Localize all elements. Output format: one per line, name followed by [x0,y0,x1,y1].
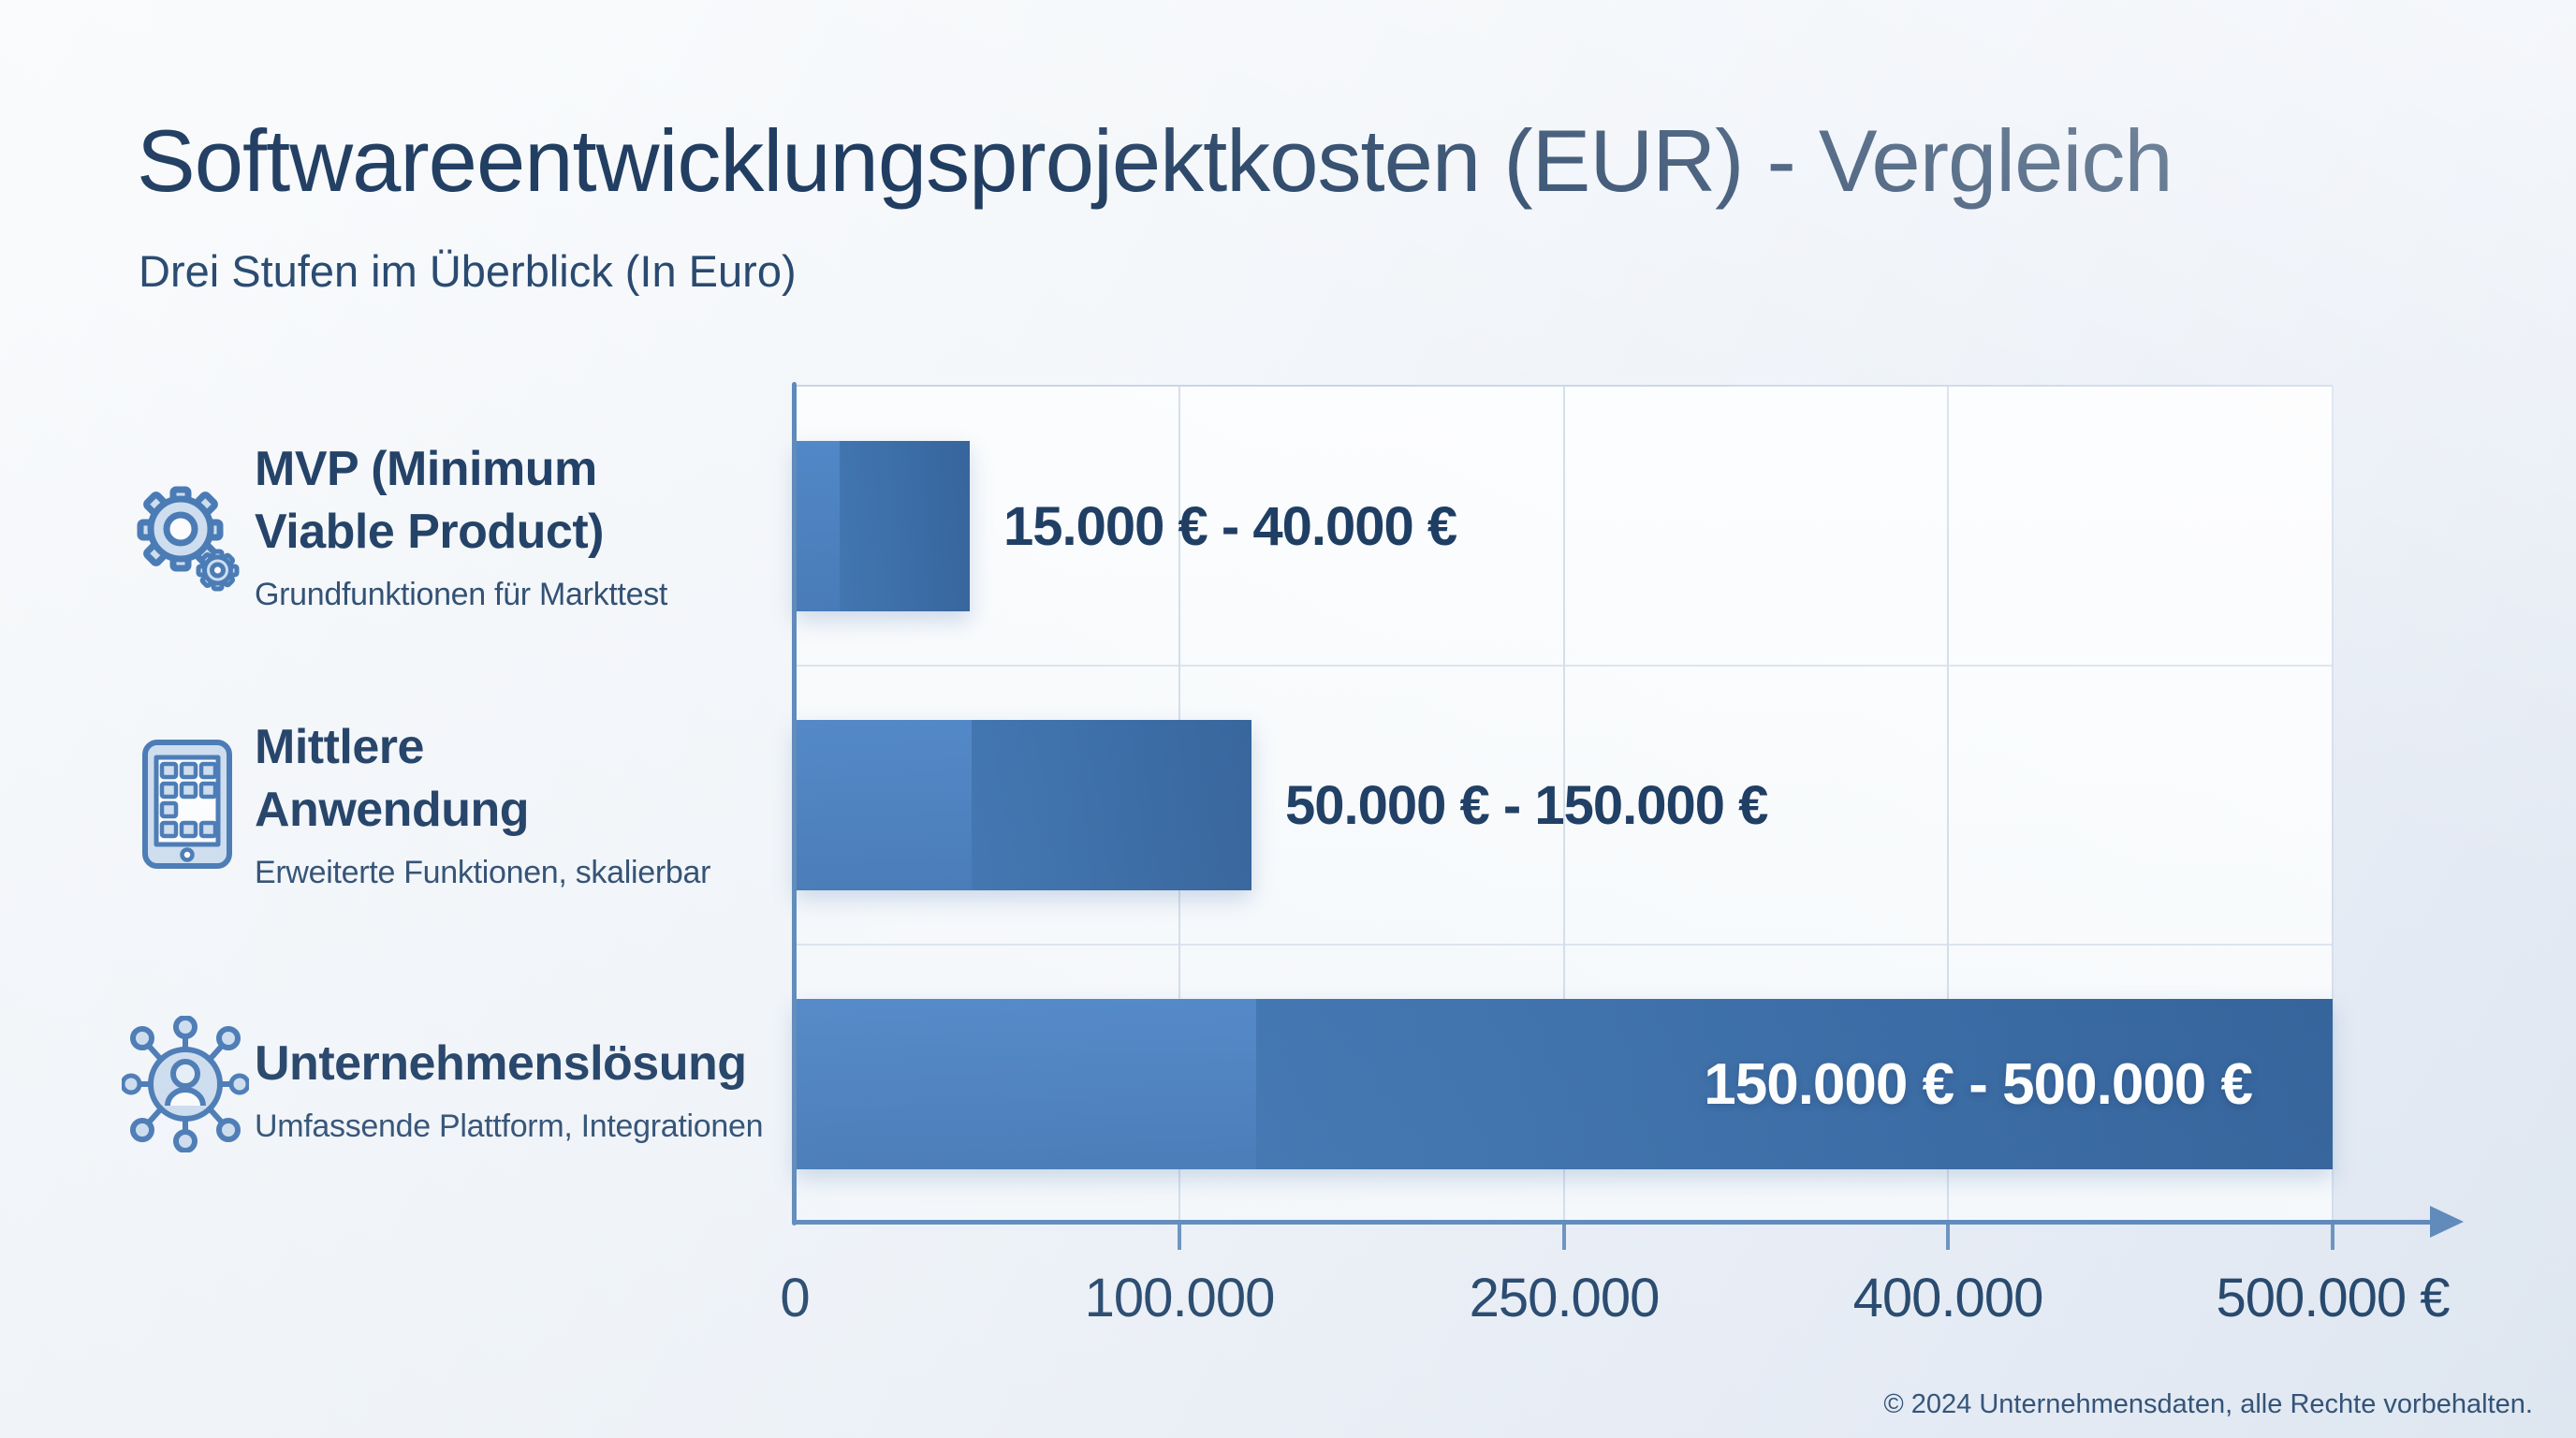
axis-tick [2331,1224,2334,1250]
category-label-unternehmensloesung: Unternehmenslösung Umfassende Plattform,… [255,1033,816,1145]
axis-tick-label: 100.000 [1084,1268,1276,1328]
copyright-note: © 2024 Unternehmensdaten, alle Rechte vo… [1883,1389,2533,1419]
plot-area: 0 100.000 250.000 400.000 500.000 € 15.000 € … [780,385,2451,1328]
category-subtitle: Erweiterte Funktionen, skalierbar [255,855,711,890]
gears-icon [131,473,242,597]
chart-bar-range-segment [1256,999,2333,1169]
axis-tick [1946,1224,1950,1250]
chart-bar-0 [795,441,970,611]
axis-tick-label: 500.000 € [2216,1268,2450,1328]
bar-value-label-0: 15.000 € - 40.000 € [1003,495,1457,557]
category-title-line: Mittlere [255,720,424,774]
bar-value-label-1: 50.000 € - 150.000 € [1285,774,1768,836]
gridline-vertical [2332,387,2334,1224]
category-title-line: Viable Product) [255,505,604,559]
axis-tick-label: 400.000 [1852,1268,2044,1328]
x-axis-line [792,1220,2432,1225]
chart-bar-range-segment [840,441,970,611]
axis-tick-label: 250.000 [1469,1268,1661,1328]
network-icon [120,1015,251,1157]
category-label-mvp: MVP (Minimum Viable Product) Grundfunkti… [255,438,816,613]
axis-tick-label: 0 [780,1268,810,1328]
tablet-icon [140,738,234,875]
bar-value-label-2: 150.000 € - 500.000 € [1704,1051,2253,1117]
category-label-mittlere-anwendung: Mittlere Anwendung Erweiterte Funktionen… [255,716,816,891]
gridline-vertical [1563,387,1565,1224]
category-subtitle: Umfassende Plattform, Integrationen [255,1108,764,1144]
chart-bar-range-segment [972,720,1251,890]
axis-tick [1178,1224,1181,1250]
axis-tick [1562,1224,1566,1250]
gridline-vertical [1947,387,1949,1224]
page-subtitle: Drei Stufen im Überblick (In Euro) [139,246,797,296]
chart-bar-2 [795,999,2333,1169]
category-subtitle: Grundfunktionen für Markttest [255,577,668,612]
x-axis-arrow-icon [2430,1206,2464,1238]
y-axis-line [792,382,797,1225]
page-title: Softwareentwicklungsprojektkosten (EUR) … [137,111,2174,210]
chart-bar-1 [795,720,1251,890]
category-title-line: Unternehmenslösung [255,1036,747,1091]
category-title-line: MVP (Minimum [255,442,597,496]
category-title-line: Anwendung [255,783,530,837]
